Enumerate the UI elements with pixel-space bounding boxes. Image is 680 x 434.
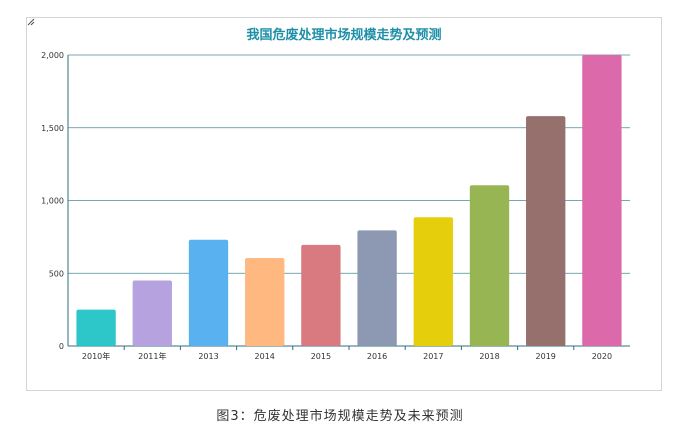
x-tick-label: 2014 [255,352,275,361]
x-tick-label: 2016 [367,352,387,361]
bar [526,116,566,346]
bar [301,244,341,346]
y-tick-label: 0 [59,342,64,351]
x-tick-label: 2018 [479,352,499,361]
bar [582,55,622,346]
figure-caption: 图3：危废处理市场规模走势及未来预测 [216,409,464,424]
x-tick-label: 2015 [311,352,331,361]
bar [357,230,397,346]
bar [245,257,285,346]
bar [413,217,453,346]
x-tick-label: 2019 [536,352,556,361]
bar [469,185,510,346]
x-tick-label: 2013 [198,352,218,361]
y-tick-label: 1,000 [41,197,64,206]
bar [188,239,229,346]
chart-frame: 我国危废处理市场规模走势及预测 0 500 1,000 1,500 2,000 2010年… [26,17,662,391]
x-tick-label: 2020 [592,352,612,361]
y-tick-label: 500 [49,269,64,278]
y-tick-label: 2,000 [41,51,64,60]
bar-chart: 0 500 1,000 1,500 2,000 2010年 2011年 2013 2014 201… [41,51,630,361]
x-tick-label: 2017 [423,352,443,361]
chart-title: 我国危废处理市场规模走势及预测 [246,28,442,43]
bar [76,309,116,346]
x-tick-label: 2010年 [82,351,110,361]
x-tick-label: 2011年 [138,351,166,361]
y-tick-label: 1,500 [41,124,64,133]
resize-grip-icon[interactable] [27,18,35,26]
bar [132,280,172,346]
